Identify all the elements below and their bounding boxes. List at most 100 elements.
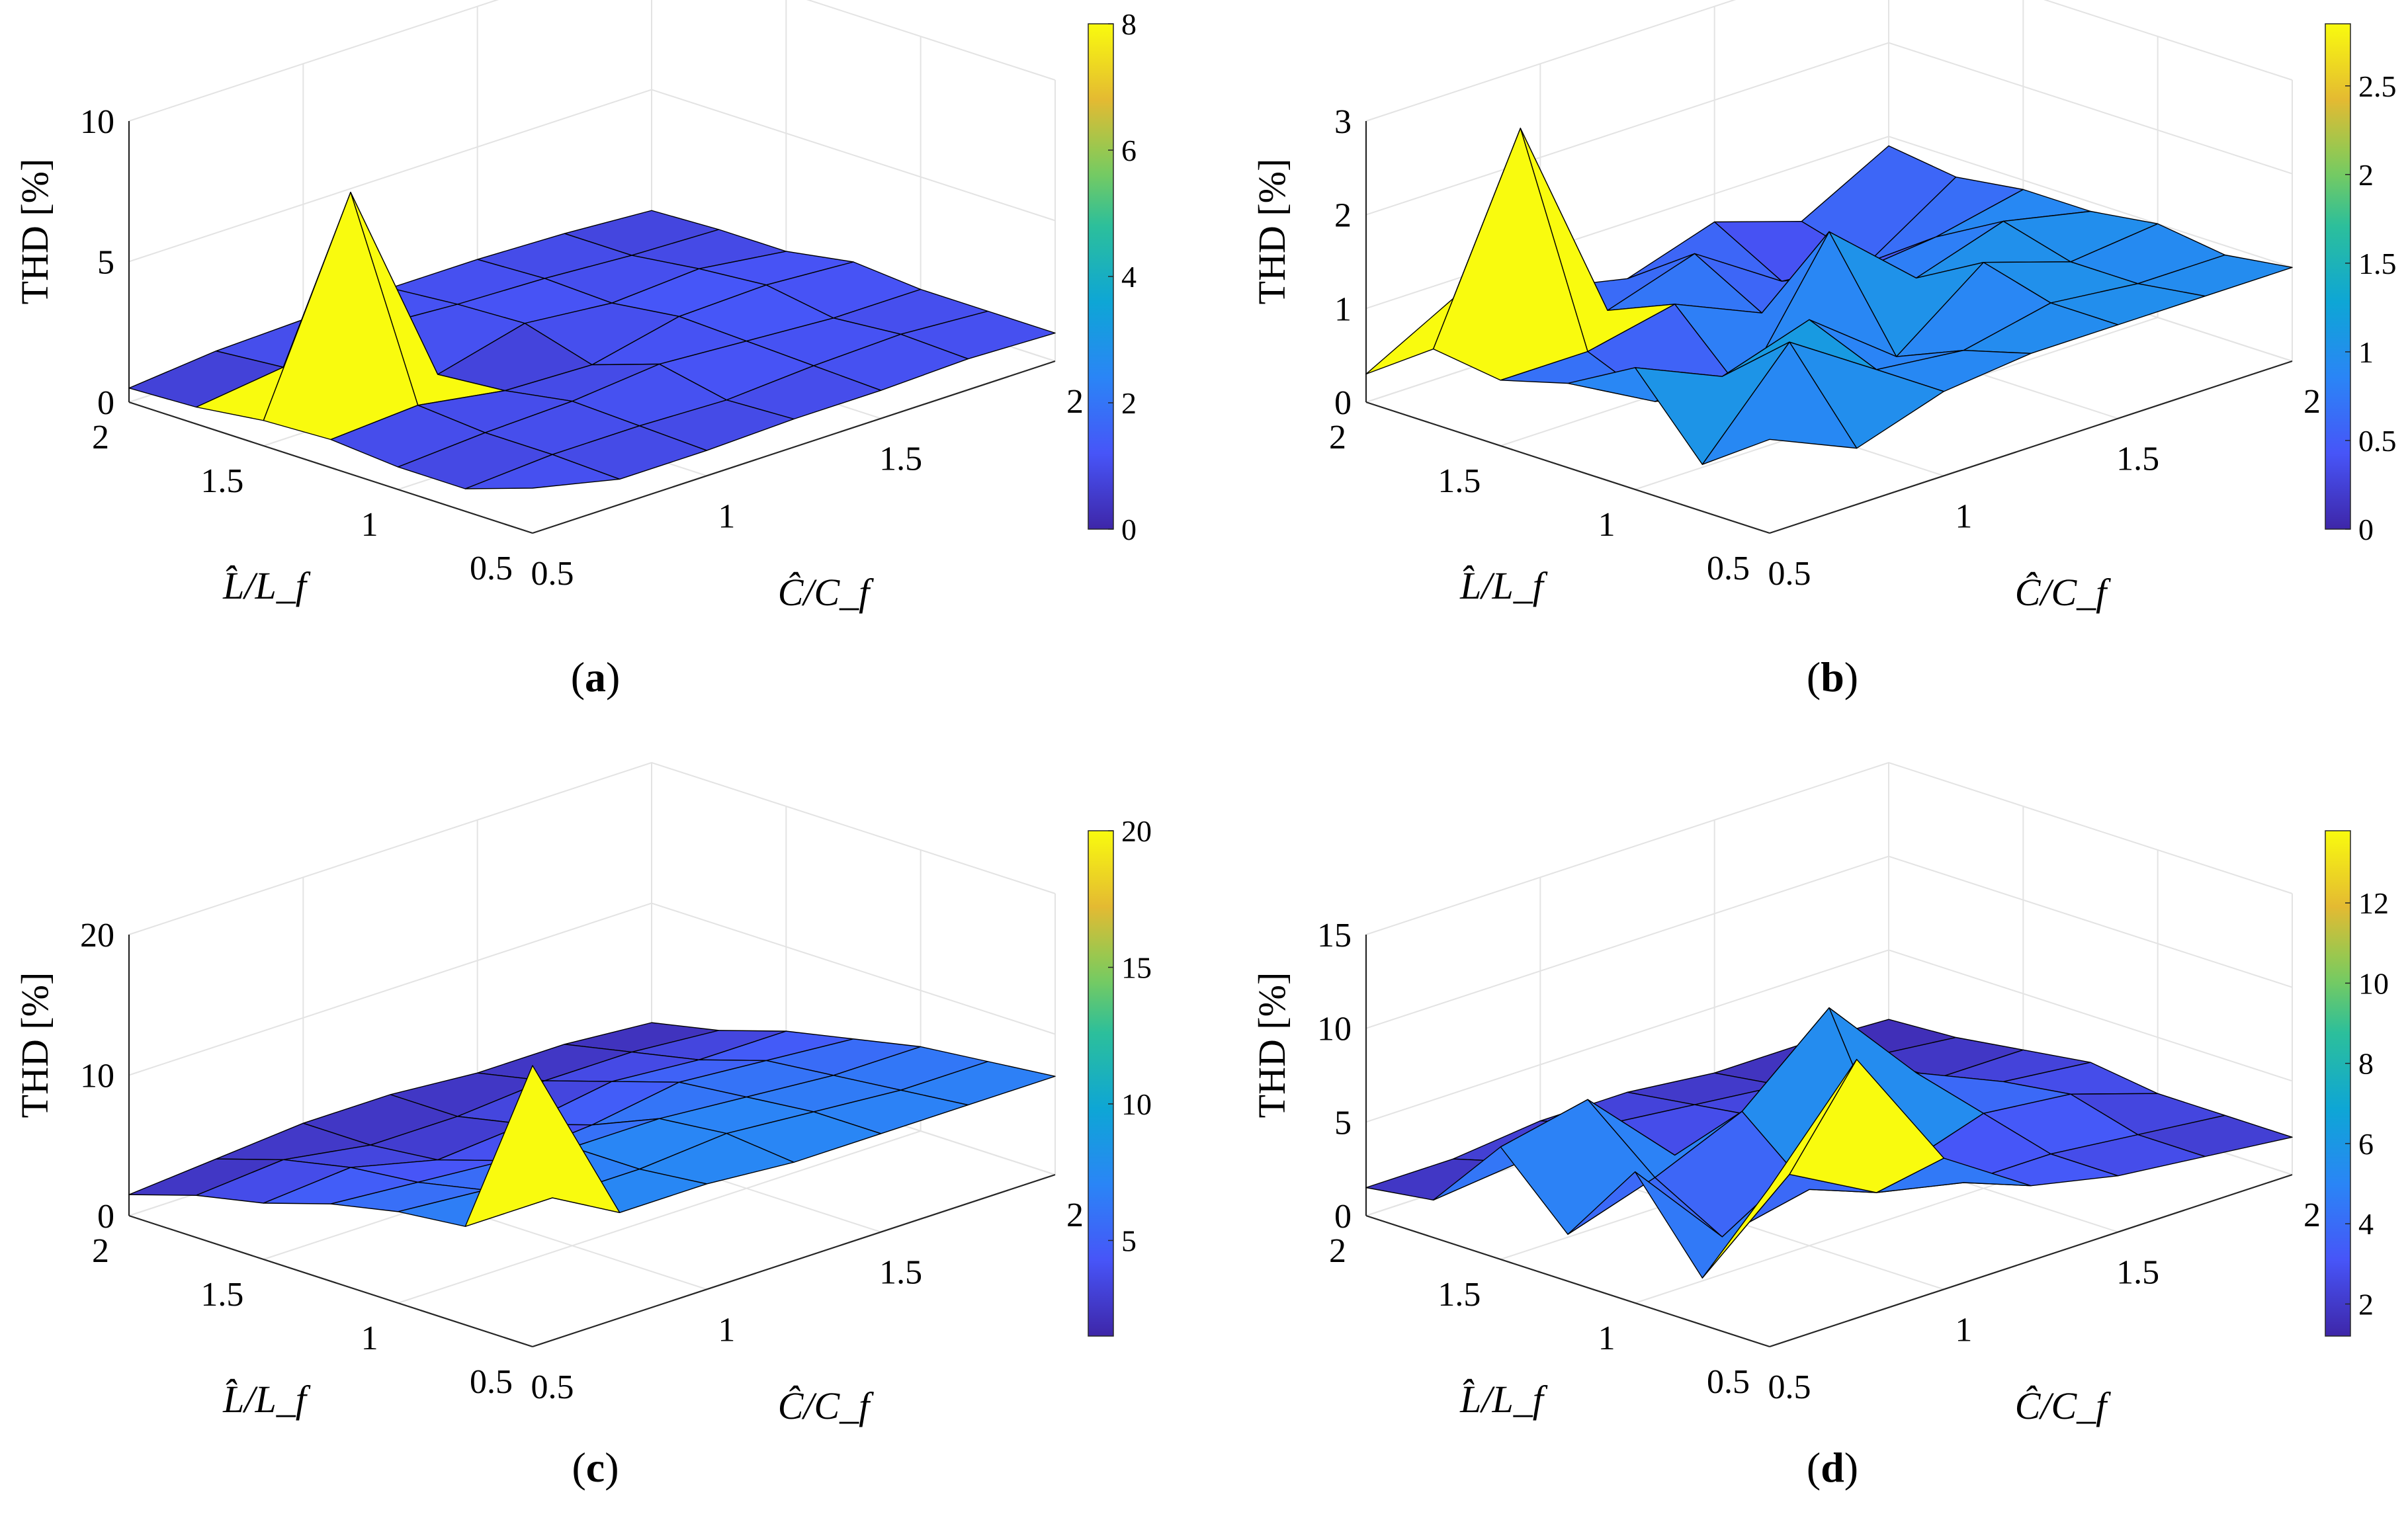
l-tick-label: 1.5: [200, 462, 243, 500]
colorbar: 0 0.5 1 1.5 2 2.5: [2325, 23, 2397, 546]
z-tick-label: 10: [80, 1058, 114, 1095]
l-tick-label: 0.5: [470, 1363, 513, 1401]
colorbar-tick-label: 6: [1121, 134, 1137, 167]
c-tick-label: 1: [1955, 497, 1972, 535]
z-tick-labels: 0 5 10: [80, 103, 114, 422]
c-tick-label: 0.5: [1768, 1368, 1811, 1406]
l-tick-label: 0.5: [1707, 550, 1750, 587]
l-axis-line: [128, 1214, 533, 1348]
z-tick-label: 1: [1334, 290, 1352, 328]
axes: [128, 935, 1056, 1348]
panel-c: 0 10 20 0.5 1 1.5 2 0.5 1 1.5 2 THD [%] L̂/L_f Ĉ/C_f 5…: [13, 761, 1152, 1491]
c-tick-label: 1: [718, 497, 735, 535]
c-axis-label: Ĉ/C_f: [778, 571, 874, 614]
colorbar-tick-label: 15: [1121, 950, 1152, 984]
colorbar-gradient: [2325, 830, 2351, 1337]
l-tick-label: 1.5: [200, 1276, 243, 1314]
l-tick-label: 2: [1329, 1232, 1346, 1270]
c-axis-label: Ĉ/C_f: [2015, 571, 2111, 614]
c-tick-label: 2: [1066, 383, 1084, 421]
l-tick-label: 1: [361, 1320, 378, 1357]
colorbar-gradient: [1088, 830, 1114, 1337]
l-tick-label: 1.5: [1438, 1276, 1481, 1314]
colorbar-tick-label: 2.5: [2358, 69, 2397, 103]
z-tick-label: 10: [80, 103, 114, 141]
c-tick-labels: 0.5 1 1.5 2: [531, 383, 1084, 593]
l-axis-label: L̂/L_f: [1459, 564, 1548, 607]
colorbar-tick-label: 4: [2358, 1207, 2374, 1241]
z-tick-labels: 0 1 2 3: [1334, 103, 1352, 422]
c-tick-label: 1.5: [879, 441, 922, 478]
z-gridline: [128, 761, 1056, 935]
c-tick-label: 0.5: [531, 1368, 574, 1406]
l-tick-label: 2: [92, 1232, 109, 1270]
colorbar: 0 2 4 6 8: [1088, 7, 1137, 546]
colorbar-tick-label: 20: [1121, 814, 1152, 848]
l-axis-line: [128, 401, 533, 534]
l-gridline-floor: [398, 1130, 921, 1304]
colorbar-tick-label: 12: [2358, 886, 2389, 920]
l-tick-labels: 0.5 1 1.5 2: [92, 419, 513, 587]
z-tick-label: 10: [1317, 1011, 1352, 1048]
c-axis-line: [1769, 1173, 2293, 1348]
surface: [128, 191, 1056, 489]
colorbar-tick-label: 8: [1121, 7, 1137, 41]
colorbar-tick-label: 8: [2358, 1047, 2374, 1081]
z-axis-label: THD [%]: [1250, 972, 1293, 1118]
panel-caption: (d): [1807, 1444, 1858, 1491]
l-tick-label: 1.5: [1438, 462, 1481, 500]
z-tick-label: 3: [1334, 103, 1352, 141]
colorbar-tick-label: 5: [1121, 1224, 1137, 1257]
surface-facet: [464, 1065, 621, 1227]
c-tick-label: 1.5: [879, 1254, 922, 1292]
z-tick-label: 5: [97, 244, 114, 282]
colorbar-tick-label: 1: [2358, 335, 2374, 369]
axes: [128, 121, 1056, 534]
c-tick-label: 1.5: [2116, 441, 2159, 478]
colorbar-tick-label: 2: [2358, 1287, 2374, 1321]
z-tick-label: 20: [80, 917, 114, 954]
surface: [128, 1022, 1056, 1227]
colorbar-tick-label: 10: [1121, 1087, 1152, 1121]
panel-caption: (c): [572, 1444, 619, 1491]
panel-caption: (b): [1807, 653, 1858, 700]
colorbar-tick-label: 0: [2358, 513, 2374, 546]
c-tick-labels: 0.5 1 1.5 2: [1768, 383, 2321, 593]
c-axis-label: Ĉ/C_f: [2015, 1384, 2111, 1427]
colorbar-tick-label: 0.5: [2358, 424, 2397, 458]
c-tick-labels: 0.5 1 1.5 2: [531, 1197, 1084, 1406]
l-tick-label: 1: [1598, 1320, 1615, 1357]
z-tick-label: 0: [97, 1198, 114, 1236]
c-tick-labels: 0.5 1 1.5 2: [1768, 1197, 2321, 1406]
z-tick-label: 0: [1334, 384, 1352, 422]
l-axis-label: L̂/L_f: [222, 1378, 311, 1421]
l-axis-label: L̂/L_f: [1459, 1378, 1548, 1421]
c-tick-label: 0.5: [1768, 555, 1811, 593]
c-axis-line: [1769, 360, 2293, 534]
surface: [1365, 128, 2293, 465]
z-axis-label: THD [%]: [1250, 159, 1293, 305]
l-axis-line: [1365, 401, 1770, 534]
z-tick-label: 2: [1334, 197, 1352, 235]
z-gridline: [1365, 0, 2293, 122]
z-tick-labels: 0 10 20: [80, 917, 114, 1236]
l-tick-label: 1: [1598, 506, 1615, 544]
z-gridline: [1365, 855, 2293, 1029]
z-gridline: [128, 0, 1056, 122]
axes: [1365, 935, 2293, 1348]
z-gridline: [1365, 761, 2293, 935]
c-axis-line: [532, 1173, 1056, 1348]
l-tick-labels: 0.5 1 1.5 2: [1329, 1232, 1750, 1401]
z-tick-label: 15: [1317, 917, 1352, 954]
colorbar-tick-label: 2: [1121, 386, 1137, 420]
colorbar: 5 10 15 20: [1088, 814, 1152, 1337]
z-tick-label: 0: [97, 384, 114, 422]
colorbar: 2 4 6 8 10 12: [2325, 830, 2389, 1337]
l-tick-labels: 0.5 1 1.5 2: [1329, 419, 1750, 587]
surface-facet: [1701, 341, 1858, 465]
colorbar-tick-label: 10: [2358, 966, 2389, 1000]
surface: [1365, 1007, 2293, 1279]
